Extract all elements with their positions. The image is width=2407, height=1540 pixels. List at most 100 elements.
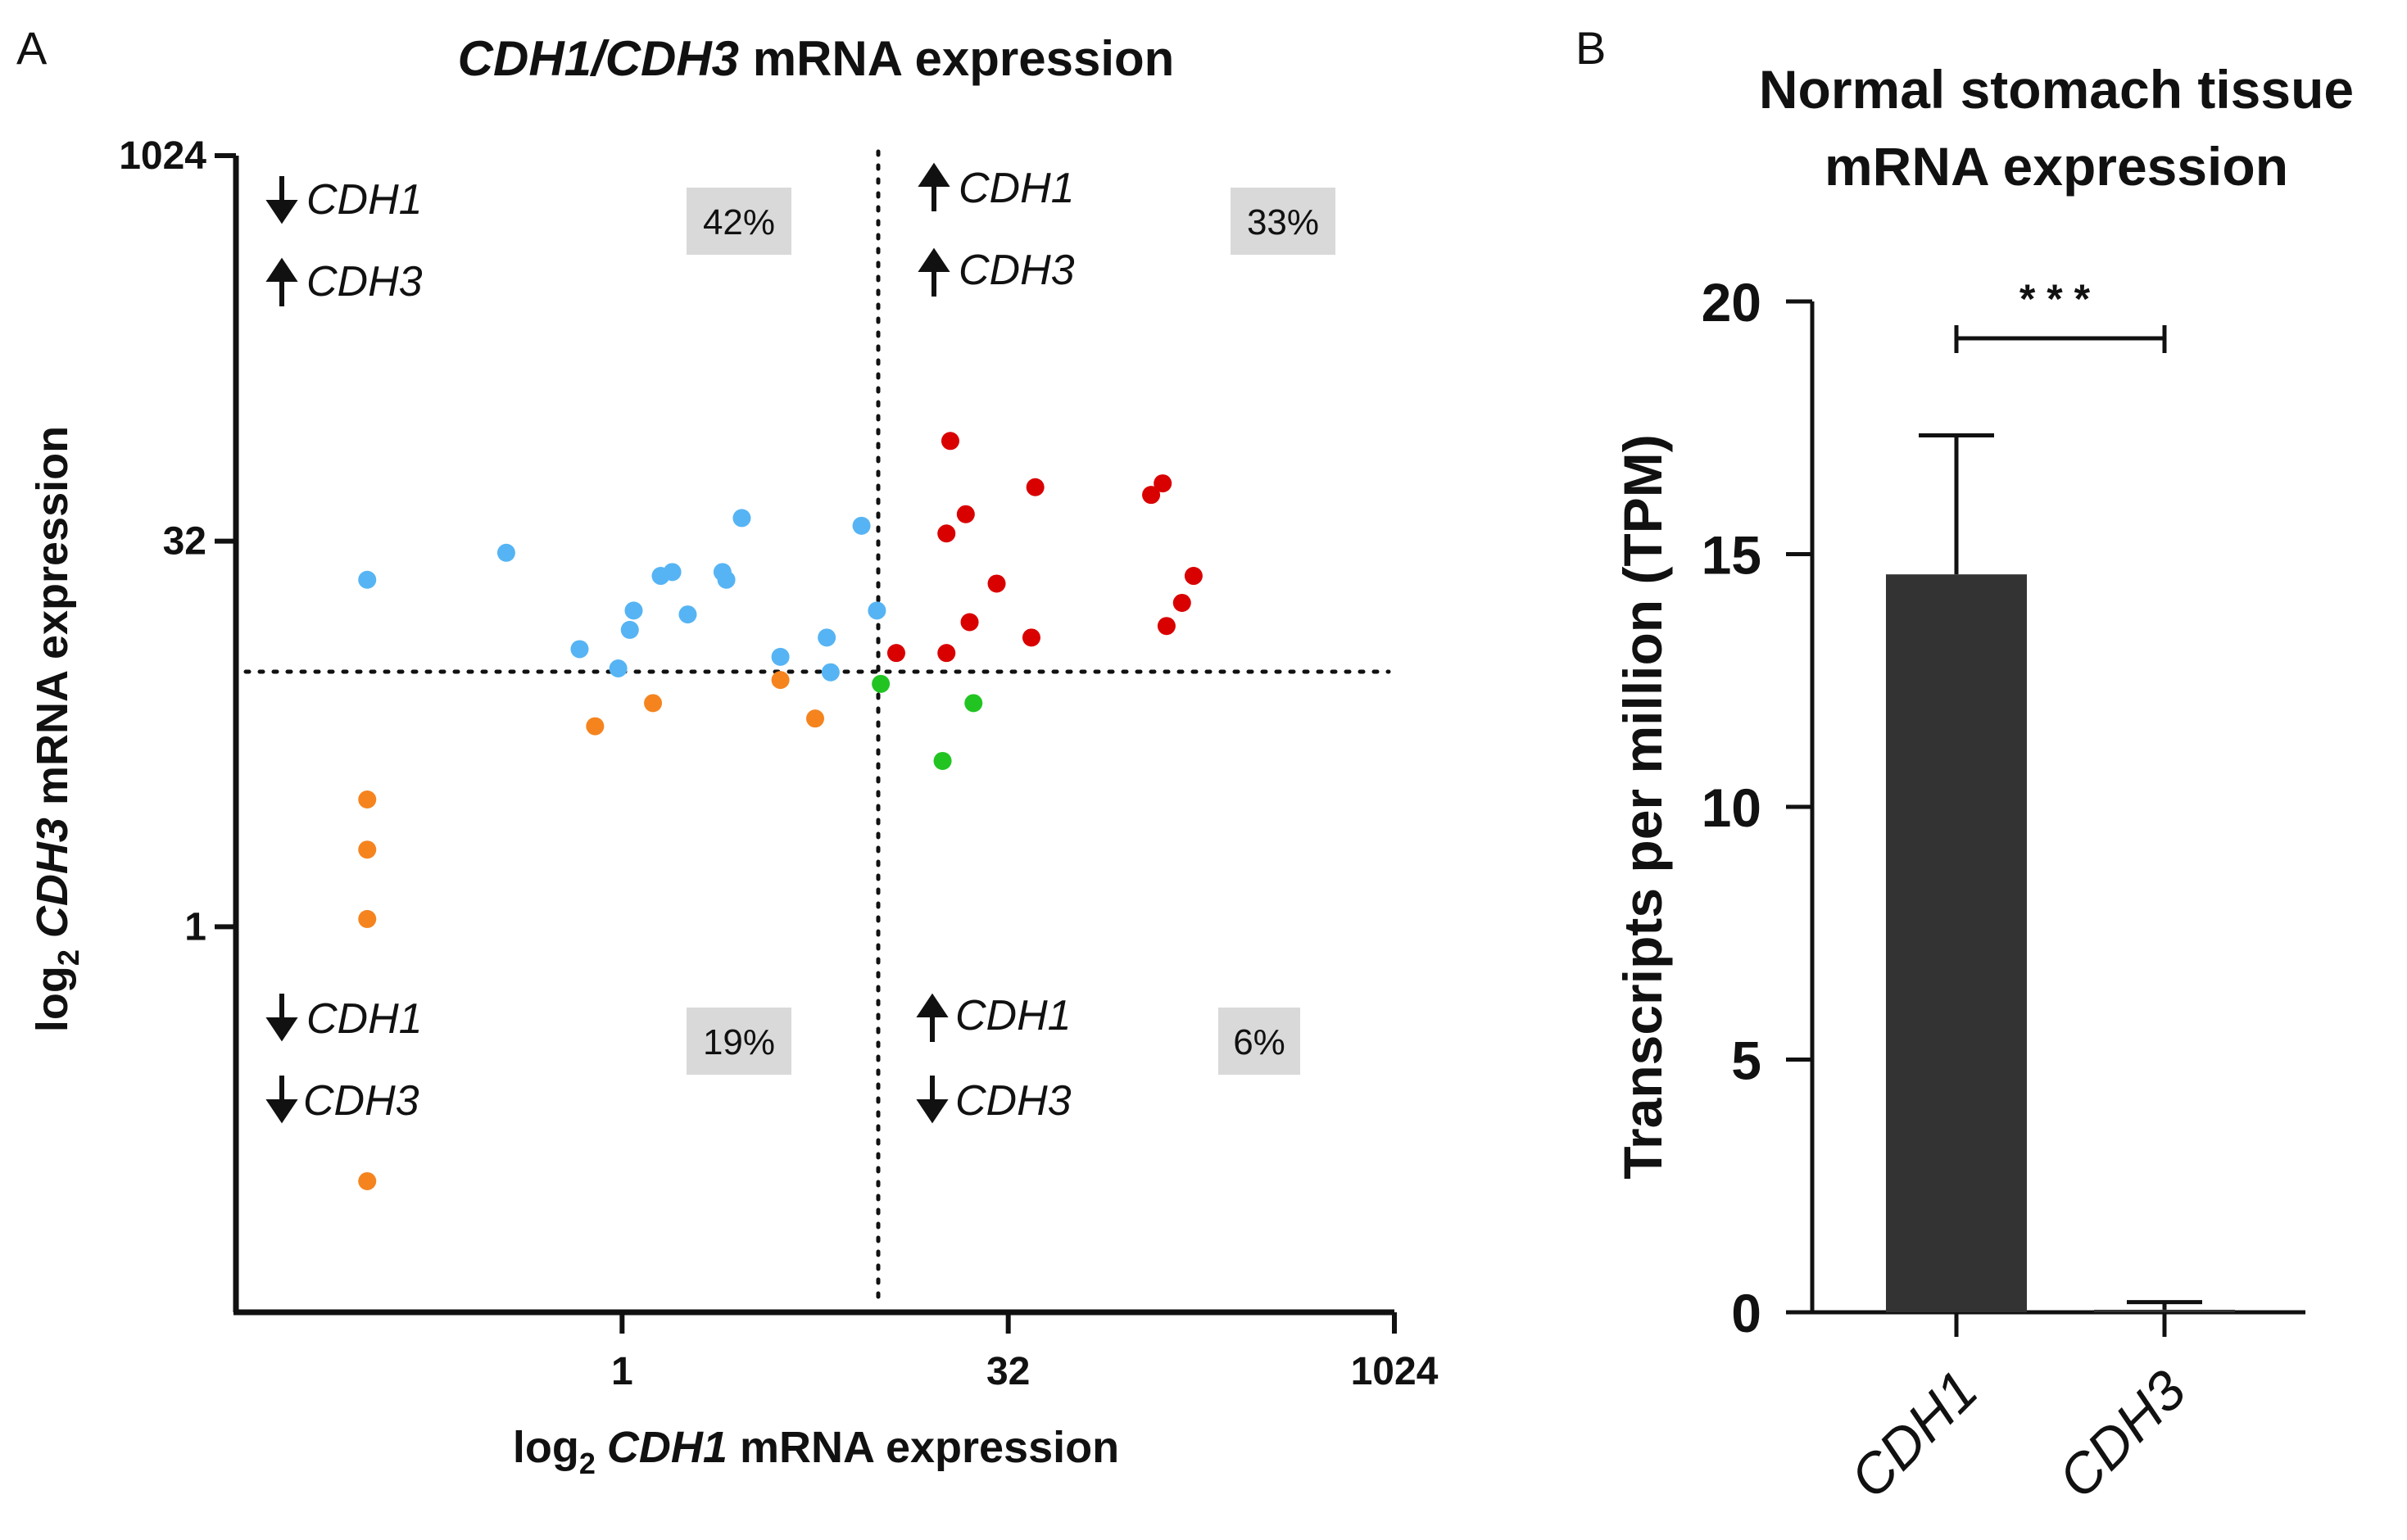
panel-b-letter: B: [1575, 22, 1606, 74]
scatter-point-red: [1154, 474, 1172, 493]
x-label-prefix: log: [513, 1423, 579, 1472]
scatter-point-red: [956, 505, 975, 523]
quadrant-top-right-pct-box: [1231, 188, 1335, 255]
scatter-point-orange: [806, 709, 824, 728]
scatter-point-red: [941, 432, 959, 451]
y-tick-label: 1024: [119, 134, 206, 178]
scatter-point-blue: [609, 659, 628, 677]
y-label-gene: CDH3: [28, 818, 77, 938]
quadrant-top-left-pct-box: [687, 188, 791, 255]
x-tick-label: 32: [986, 1350, 1030, 1393]
scatter-point-blue: [852, 516, 871, 535]
arrow-up-icon: [265, 257, 298, 306]
bar-y-label: Transcripts per million (TPM): [1612, 434, 1673, 1179]
y-label-sub: 2: [52, 949, 85, 966]
scatter-point-orange: [358, 1171, 377, 1190]
y-label-rest: mRNA expression: [28, 426, 77, 818]
quadrant-top-left-gene2: CDH3: [306, 258, 423, 306]
scatter-point-blue: [732, 509, 751, 528]
bar-y-tick-label: 10: [1702, 777, 1761, 838]
quadrant-bottom-right: CDH1 CDH3 6%: [916, 992, 1300, 1125]
scatter-point-red: [1157, 617, 1176, 636]
arrow-down-icon: [265, 176, 298, 224]
scatter-point-green: [933, 751, 952, 770]
scatter-point-red: [1184, 567, 1203, 586]
scatter-point-blue: [358, 570, 377, 589]
bar-y-tick-label: 5: [1731, 1030, 1761, 1091]
quadrant-bottom-left-gene2: CDH3: [303, 1077, 419, 1125]
scatter-point-red: [1172, 593, 1191, 612]
scatter-point-orange: [644, 694, 663, 713]
panel-b-title-line2: mRNA expression: [1825, 136, 2288, 197]
quadrant-bottom-right-gene1: CDH1: [955, 992, 1072, 1040]
quadrant-bottom-right-pct-box: [1218, 1008, 1300, 1075]
scatter-point-orange: [358, 790, 377, 809]
quadrant-top-right-gene2: CDH3: [959, 247, 1075, 294]
scatter-ticks: 1 32 1024 1 32 1024: [119, 134, 1438, 1393]
scatter-point-green: [872, 674, 891, 693]
bar-y-tick-label: 0: [1731, 1283, 1761, 1343]
arrow-down-icon: [265, 994, 298, 1042]
panel-b-title-line1: Normal stomach tissue: [1759, 59, 2354, 120]
quadrant-top-left-gene1: CDH1: [306, 176, 423, 224]
scatter-point-blue: [678, 605, 697, 624]
quadrant-bottom-left-gene1: CDH1: [306, 995, 423, 1043]
scatter-point-red: [960, 613, 979, 632]
scatter-point-red: [1022, 628, 1040, 647]
scatter-point-red: [886, 644, 905, 663]
scatter-point-orange: [586, 717, 605, 736]
quadrant-bottom-left-pct: 19%: [703, 1022, 775, 1062]
arrow-up-icon: [918, 162, 950, 211]
significance-bracket: * * *: [1954, 276, 2167, 353]
x-label-gene: CDH1: [607, 1423, 728, 1472]
scatter-point-red: [1026, 478, 1045, 496]
panel-a-title-rest: mRNA expression: [739, 31, 1174, 86]
scatter-point-red: [987, 574, 1006, 593]
quadrant-top-right: CDH1 CDH3 33%: [918, 162, 1335, 297]
y-tick-label: 32: [163, 520, 206, 564]
bar-cdh1: [1886, 574, 2027, 1312]
panel-a-title-gene1: CDH1: [458, 31, 592, 86]
bar-x-tick-label: CDH3: [2047, 1359, 2198, 1511]
scatter-point-blue: [868, 601, 886, 620]
bar-plot: 0 5 10 15 20 CDH1 CDH3: [1702, 272, 2235, 1511]
x-label-sub: 2: [579, 1447, 596, 1480]
scatter-point-blue: [496, 543, 515, 562]
bar-y-tick-label: 15: [1702, 525, 1761, 586]
y-label-prefix: log: [28, 966, 77, 1032]
scatter-point-blue: [717, 570, 736, 589]
quadrant-top-right-pct: 33%: [1247, 202, 1319, 242]
scatter-point-blue: [570, 640, 589, 659]
y-tick-label: 1: [184, 905, 206, 949]
scatter-point-blue: [818, 628, 836, 647]
panel-a-title: CDH1/CDH3 mRNA expression: [458, 31, 1175, 86]
bar-cdh3: [2094, 1309, 2235, 1312]
scatter-point-blue: [624, 601, 643, 620]
panel-b: B Normal stomach tissue mRNA expression …: [1575, 22, 2354, 1511]
scatter-point-blue: [663, 563, 682, 582]
scatter-x-label: log2 CDH1 mRNA expression: [513, 1423, 1119, 1480]
panel-a-title-gene2: CDH3: [605, 31, 739, 86]
scatter-point-orange: [358, 909, 377, 928]
panel-a: A CDH1/CDH3 mRNA expression 1 32 1024 1 32 10…: [16, 22, 1439, 1480]
bar-y-tick-label: 20: [1702, 272, 1761, 333]
scatter-point-blue: [821, 663, 840, 682]
scatter-point-red: [1142, 486, 1161, 505]
scatter-point-blue: [620, 620, 639, 639]
bar-x-tick-label: CDH1: [1838, 1359, 1990, 1511]
x-label-rest: mRNA expression: [728, 1423, 1119, 1472]
scatter-point-blue: [771, 647, 790, 666]
quadrant-bottom-left-pct-box: [687, 1008, 791, 1075]
scatter-point-orange: [358, 840, 377, 859]
quadrant-top-right-gene1: CDH1: [959, 165, 1075, 212]
arrow-up-icon: [916, 993, 949, 1042]
quadrant-bottom-right-gene2: CDH3: [955, 1077, 1072, 1125]
significance-stars: * * *: [2019, 276, 2091, 322]
arrow-up-icon: [918, 247, 950, 297]
scatter-points: [358, 432, 1203, 1190]
quadrant-bottom-right-pct: 6%: [1233, 1022, 1285, 1062]
quadrant-top-left-pct: 42%: [703, 202, 775, 242]
scatter-point-orange: [771, 671, 790, 690]
x-tick-label: 1024: [1351, 1350, 1439, 1393]
